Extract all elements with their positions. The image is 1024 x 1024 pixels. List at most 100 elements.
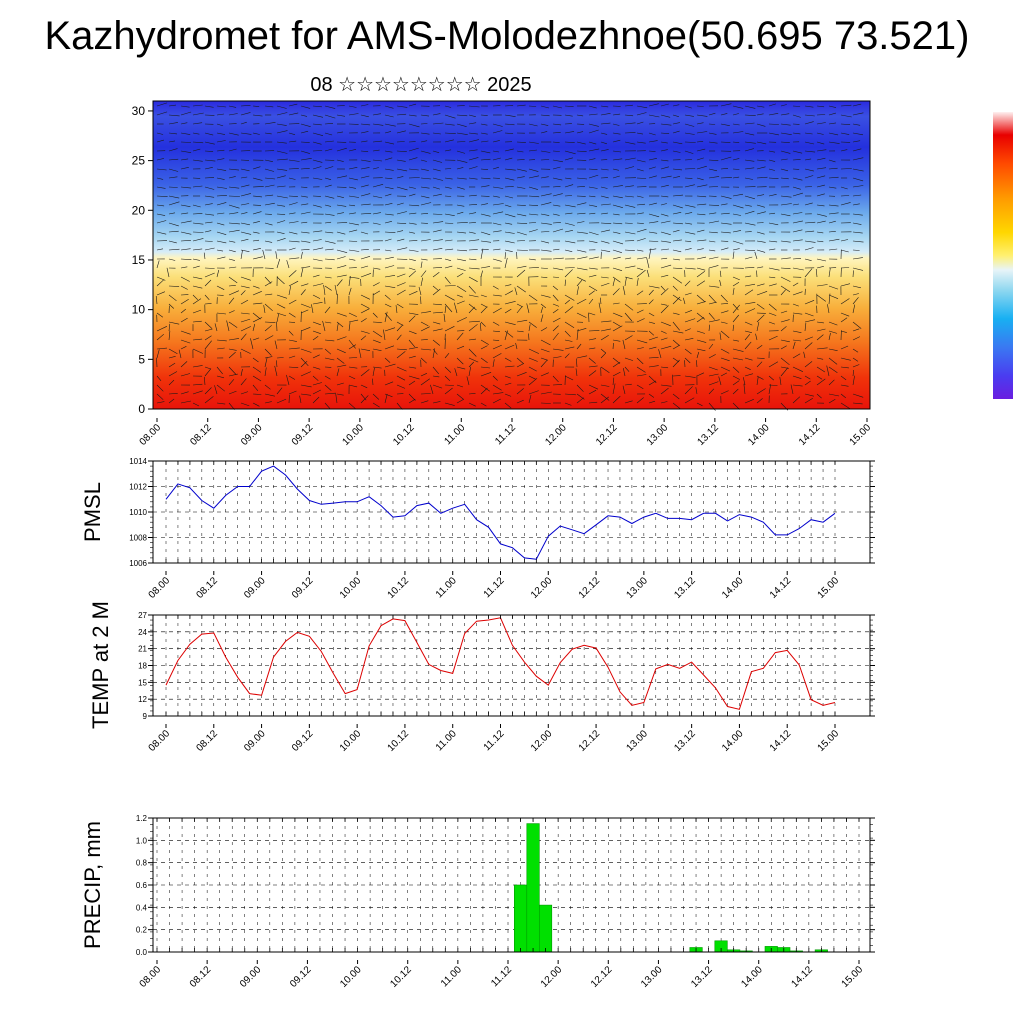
- wind-vector: [564, 184, 574, 188]
- wind-vector: [672, 150, 681, 153]
- wind-vector: [204, 368, 212, 377]
- wind-vector: [192, 294, 199, 301]
- wind-vector: [468, 194, 477, 197]
- wind-vector: [780, 285, 791, 293]
- wind-vector: [648, 299, 654, 305]
- wind-vector: [360, 303, 370, 309]
- wind-vector: [696, 122, 704, 125]
- wind-vector: [708, 354, 716, 359]
- pmsl-xtick-label: 11.12: [482, 575, 507, 600]
- precip-xtick-label: 09.12: [288, 964, 314, 990]
- wind-vector: [468, 166, 478, 170]
- wind-vector: [348, 229, 358, 233]
- wind-vector: [564, 230, 573, 233]
- wind-vector: [576, 249, 587, 253]
- wind-vector: [420, 357, 427, 364]
- wind-vector: [816, 220, 826, 224]
- wind-vector: [756, 159, 766, 162]
- wind-vector: [756, 194, 765, 197]
- wind-vector: [240, 222, 250, 226]
- wind-vector: [636, 141, 646, 144]
- wind-vector: [816, 266, 824, 269]
- wind-vector: [214, 385, 218, 395]
- wind-vector: [180, 105, 190, 108]
- wind-vector: [408, 347, 418, 350]
- wind-vector: [372, 367, 375, 377]
- wind-vector: [708, 256, 719, 260]
- wind-vector: [384, 294, 391, 300]
- wind-vector: [528, 267, 539, 269]
- wind-vector: [408, 204, 420, 207]
- temp-xtick-label: 14.12: [768, 728, 794, 754]
- wind-vector: [804, 361, 813, 368]
- wind-vector: [408, 222, 417, 225]
- wind-vector: [396, 159, 406, 162]
- pmsl-xtick-label: 14.00: [720, 575, 746, 601]
- wind-vector: [324, 384, 332, 391]
- wind-vector: [168, 176, 178, 179]
- wind-vector: [552, 177, 563, 181]
- wind-vector: [420, 277, 423, 287]
- wind-vector: [324, 166, 334, 170]
- wind-vector: [840, 132, 850, 135]
- wind-vector: [420, 393, 431, 395]
- wind-vector: [228, 105, 237, 108]
- wind-vector: [624, 185, 634, 188]
- wind-vector: [204, 203, 213, 206]
- wind-vector: [720, 177, 732, 179]
- wind-vector: [312, 396, 320, 404]
- wind-vector: [216, 249, 224, 252]
- wind-vector: [816, 141, 825, 145]
- wind-vector: [204, 247, 215, 251]
- section-ytick-label: 15: [132, 253, 146, 267]
- wind-vector: [252, 302, 263, 305]
- wind-vector: [444, 105, 452, 108]
- wind-vector: [216, 186, 228, 189]
- wind-vector: [732, 314, 740, 323]
- wind-vector: [408, 366, 417, 369]
- wind-vector: [348, 167, 358, 170]
- wind-vector: [660, 184, 669, 188]
- wind-vector: [768, 375, 774, 381]
- wind-vector: [672, 276, 683, 284]
- wind-vector: [804, 336, 814, 341]
- pmsl-xtick-label: 10.12: [386, 575, 412, 601]
- wind-vector: [288, 299, 297, 305]
- wind-vector: [516, 176, 525, 179]
- wind-vector: [600, 384, 610, 387]
- wind-vector: [588, 168, 598, 170]
- wind-vector: [816, 122, 826, 125]
- wind-vector: [840, 123, 851, 125]
- wind-vector: [816, 167, 827, 170]
- wind-vector: [792, 366, 804, 372]
- wind-vector: [468, 366, 471, 377]
- wind-vector: [276, 123, 287, 126]
- wind-vector: [840, 186, 848, 190]
- wind-vector: [204, 366, 211, 370]
- wind-vector: [816, 366, 826, 373]
- wind-vector: [312, 294, 321, 299]
- wind-vector: [684, 348, 692, 355]
- wind-vector: [192, 159, 203, 162]
- wind-vector: [228, 148, 237, 152]
- wind-vector: [828, 321, 838, 326]
- wind-vector: [156, 291, 166, 296]
- wind-vector: [432, 384, 443, 389]
- wind-vector: [384, 105, 394, 109]
- wind-vector: [756, 361, 763, 368]
- precip-ylabel: PRECIP, mm: [80, 821, 105, 949]
- wind-vector: [552, 294, 559, 302]
- wind-vector: [576, 267, 588, 271]
- wind-vector: [180, 240, 191, 242]
- wind-vector: [312, 274, 320, 278]
- wind-vector: [756, 357, 765, 359]
- wind-vector: [612, 123, 620, 126]
- wind-vector: [612, 377, 615, 386]
- wind-vector: [228, 276, 238, 284]
- wind-vector: [852, 123, 861, 126]
- wind-vector: [732, 375, 741, 380]
- wind-vector: [384, 393, 393, 398]
- wind-vector: [804, 398, 813, 404]
- wind-vector: [492, 258, 502, 262]
